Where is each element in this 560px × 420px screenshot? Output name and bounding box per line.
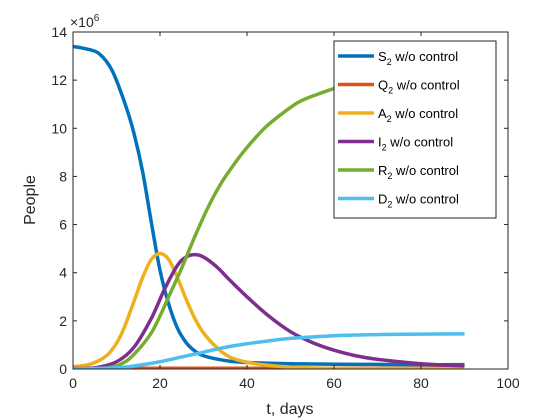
legend-entry-name: S (378, 49, 387, 64)
legend-entry-i: I2 w/o control (378, 135, 453, 153)
legend-entry-suffix: w/o control (392, 163, 459, 178)
y-tick-label: 10 (51, 120, 67, 136)
x-tick-label: 40 (239, 375, 255, 391)
legend-entry-subscript: 2 (387, 57, 392, 67)
legend-entry-name: D (378, 192, 387, 207)
y-exponent-base: ×10 (70, 14, 94, 30)
y-axis-label: People (22, 175, 39, 225)
x-tick-label: 80 (413, 375, 429, 391)
legend-entry-name: R (378, 163, 387, 178)
legend-entry-name: I (378, 135, 382, 150)
series-layer (73, 44, 465, 369)
legend-entry-s: S2 w/o control (378, 49, 458, 67)
legend-entry-subscript: 2 (382, 143, 387, 153)
series-line-i (73, 252, 465, 369)
plot-frame (72, 31, 509, 370)
series-line-r (73, 84, 344, 369)
legend-entry-r: R2 w/o control (378, 163, 459, 181)
series-line-a (73, 251, 465, 369)
series-line-s (73, 44, 465, 367)
legend-entry-q: Q2 w/o control (378, 78, 460, 96)
y-tick-label: 0 (59, 361, 67, 377)
legend-entry-suffix: w/o control (392, 106, 459, 121)
x-tick-label: 20 (152, 375, 168, 391)
legend-entry-subscript: 2 (387, 171, 392, 181)
x-tick-label: 100 (496, 375, 520, 391)
legend-entry-d: D2 w/o control (378, 192, 459, 210)
legend-entry-a: A2 w/o control (378, 106, 458, 124)
x-axis-label: t, days (266, 401, 313, 418)
y-tick-label: 12 (51, 72, 67, 88)
x-tick-label: 60 (326, 375, 342, 391)
y-exponent-power: 6 (94, 13, 100, 24)
legend-entry-suffix: w/o control (393, 78, 460, 93)
legend-box (333, 40, 497, 219)
legend-entry-suffix: w/o control (392, 192, 459, 207)
legend-entry-subscript: 2 (387, 114, 392, 124)
legend-entry-suffix: w/o control (387, 135, 454, 150)
y-tick-label: 2 (59, 313, 67, 329)
x-tick-label: 0 (69, 375, 77, 391)
legend-entry-name: Q (378, 78, 388, 93)
y-tick-label: 14 (51, 24, 67, 40)
y-tick-label: 4 (59, 265, 67, 281)
legend-entry-subscript: 2 (388, 86, 393, 96)
legend-entry-suffix: w/o control (392, 49, 459, 64)
legend-entry-subscript: 2 (387, 200, 392, 210)
y-tick-label: 6 (59, 217, 67, 233)
series-line-d (73, 332, 465, 369)
y-tick-label: 8 (59, 168, 67, 184)
y-exponent-label: ×106 (70, 13, 100, 30)
ticks-layer: 0 20 40 60 80 100 0 2 4 6 8 10 12 14 (51, 24, 519, 391)
legend-entry-name: A (378, 106, 387, 121)
